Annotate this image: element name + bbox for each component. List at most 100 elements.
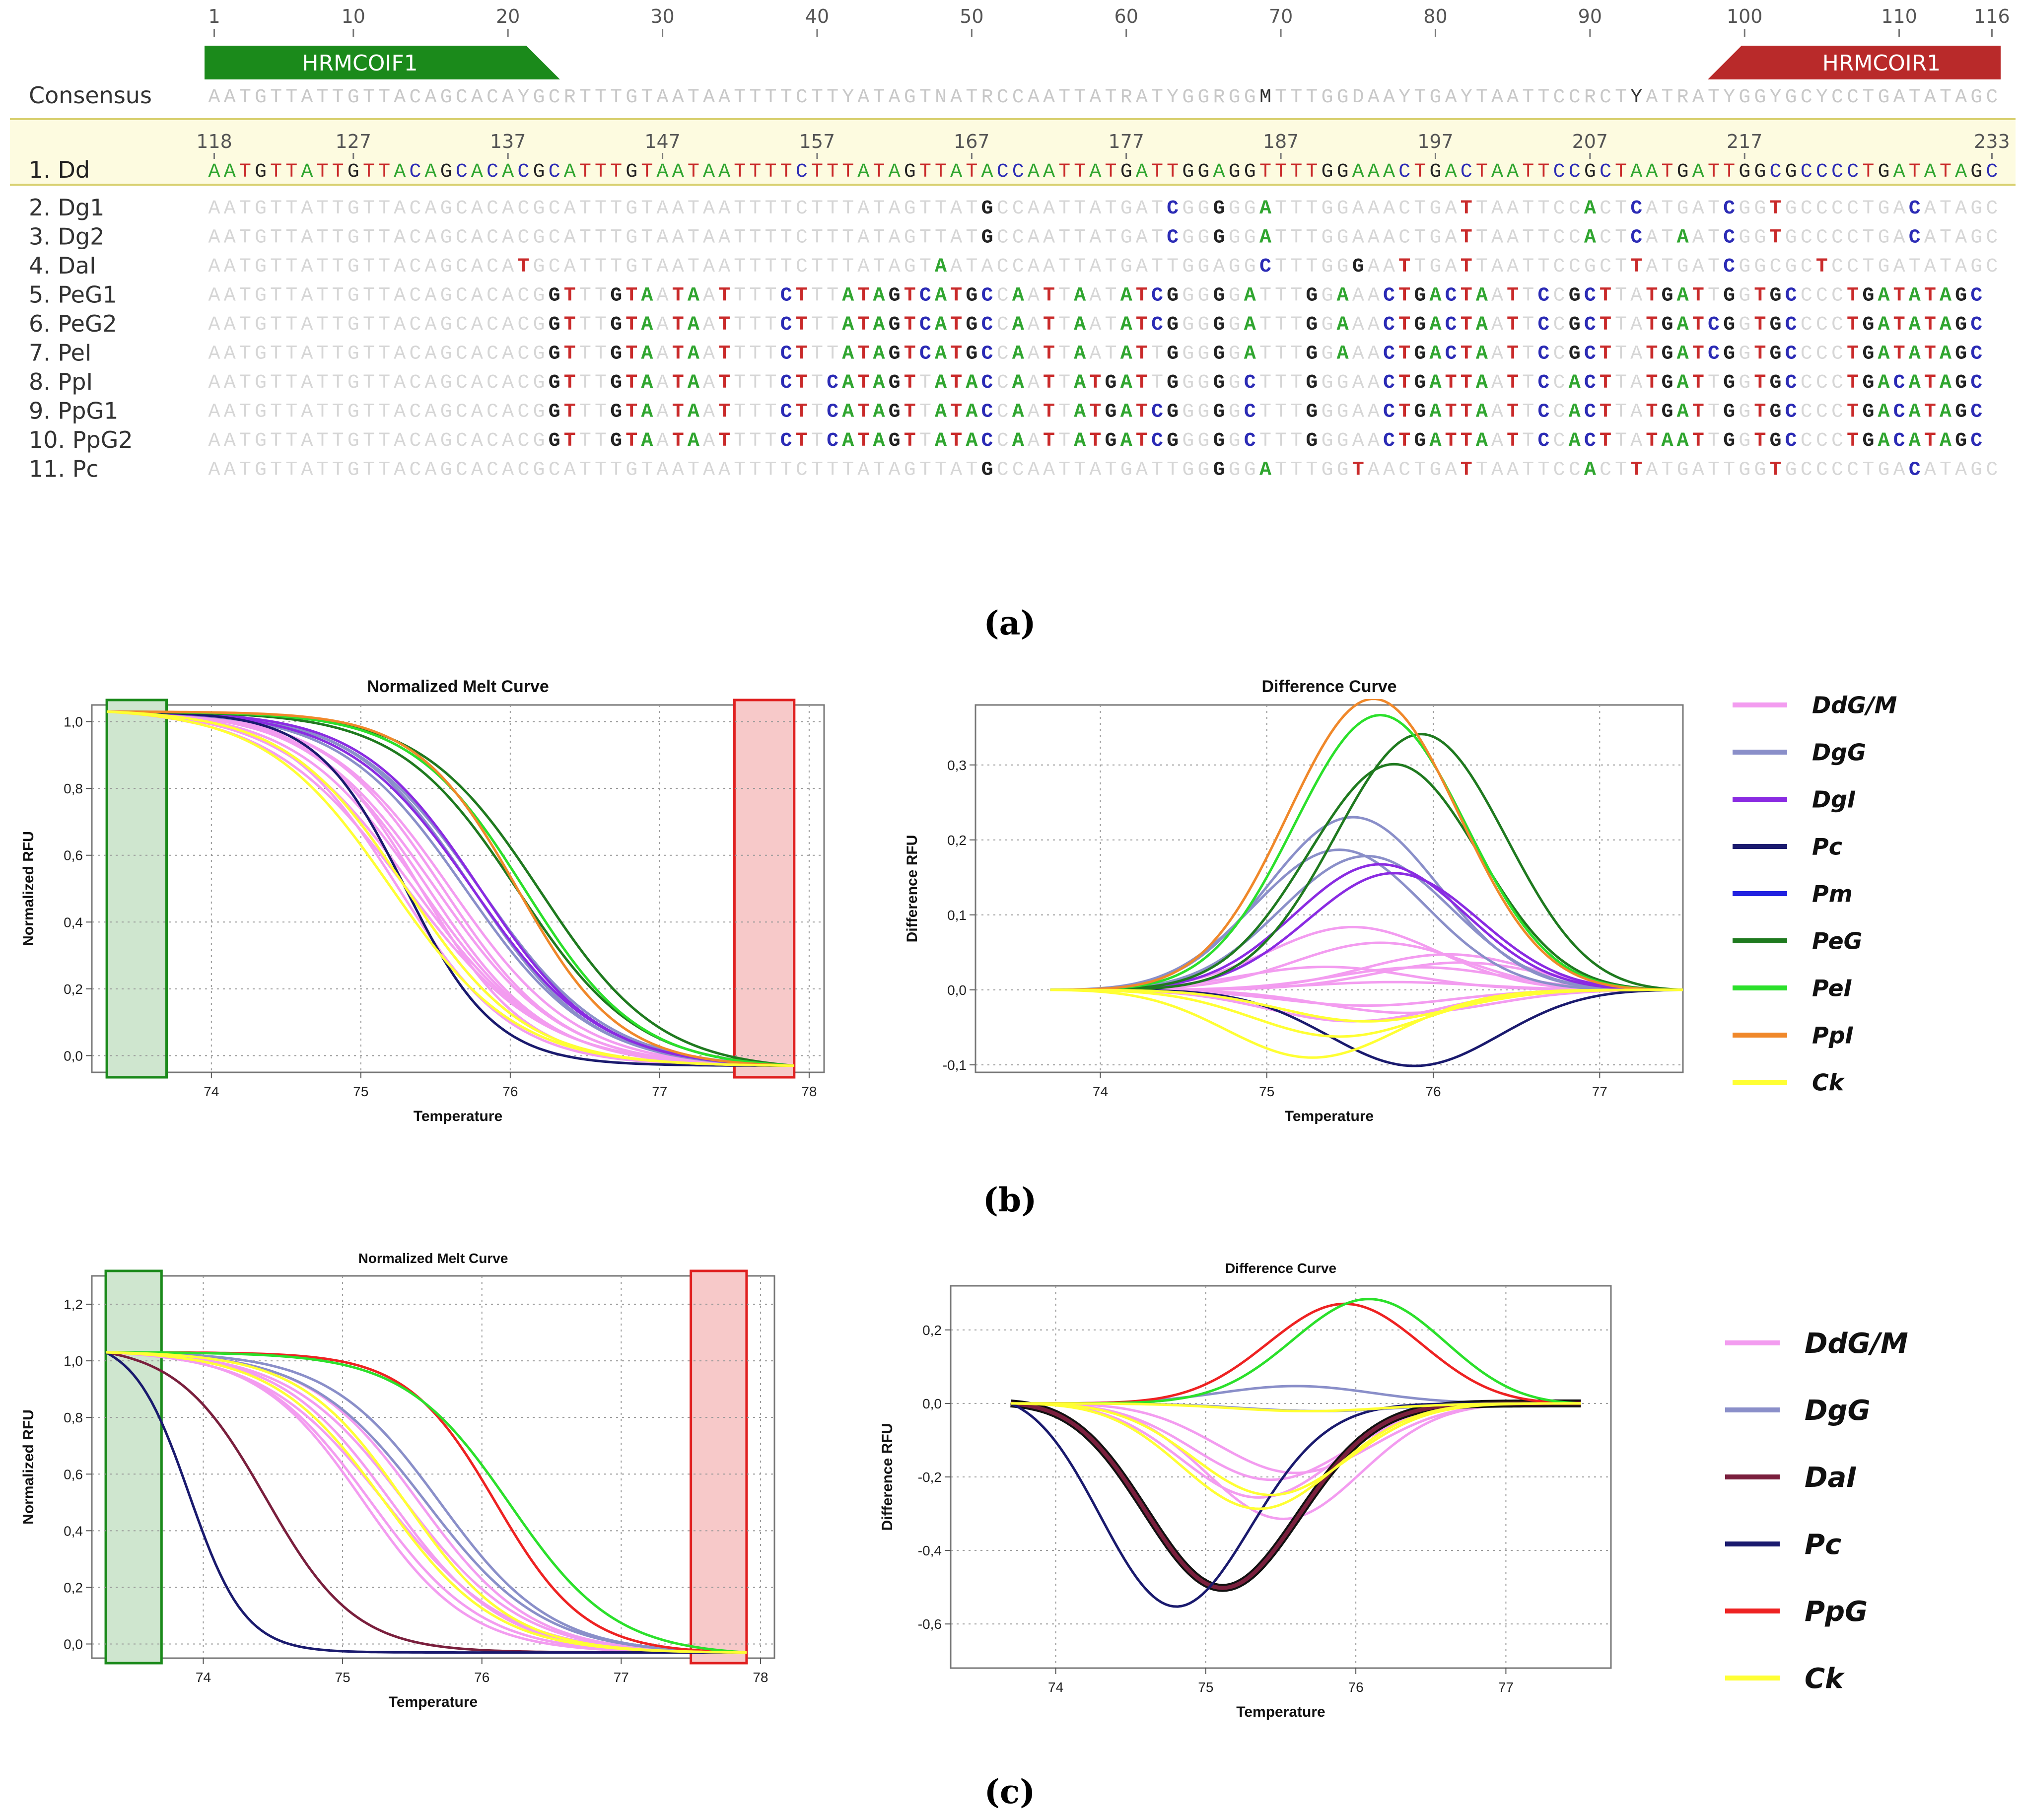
- base: A: [1584, 198, 1596, 220]
- ref-ruler-label: 197: [1417, 131, 1454, 152]
- base: C: [780, 372, 792, 394]
- base: A: [950, 198, 962, 220]
- base: T: [1909, 161, 1921, 183]
- base: A: [1368, 430, 1380, 452]
- chart-title: Difference Curve: [1225, 1260, 1336, 1276]
- base: T: [1414, 459, 1426, 482]
- base: A: [1352, 227, 1364, 249]
- base: T: [363, 256, 375, 278]
- base: T: [1662, 459, 1673, 482]
- base: T: [919, 401, 931, 423]
- base: T: [1259, 285, 1271, 307]
- base: G: [1120, 256, 1132, 278]
- base: C: [1537, 314, 1549, 336]
- base: T: [1259, 401, 1271, 423]
- base: T: [1522, 285, 1534, 307]
- base: T: [1151, 161, 1163, 183]
- base: A: [301, 227, 313, 249]
- base: T: [1847, 401, 1859, 423]
- base: A: [471, 401, 483, 423]
- base: G: [1182, 372, 1194, 394]
- base: T: [610, 161, 622, 183]
- base: A: [873, 285, 885, 307]
- legend-label: Ck: [1805, 1663, 1845, 1695]
- reference-ruler: 118 127 137 147 157 167 177 187 197 207 217 233: [196, 131, 2010, 159]
- alignment-row: 9. PpG1 A A T G T T A T T G T T A C A G C A C A C G G T T T G T A A T A A…: [29, 398, 1982, 424]
- base: C: [549, 198, 560, 220]
- base: T: [1089, 401, 1101, 423]
- base: C: [1012, 459, 1024, 482]
- base: A: [224, 198, 236, 220]
- base: T: [1692, 430, 1704, 452]
- base: C: [517, 161, 529, 183]
- legend-item: Pm: [1733, 881, 1853, 908]
- legend-item: DdG/M: [1725, 1328, 1908, 1360]
- base: A: [657, 161, 669, 183]
- base: G: [1197, 430, 1209, 452]
- base: A: [718, 459, 730, 482]
- base: T: [1136, 372, 1148, 394]
- base: T: [1522, 198, 1534, 220]
- base: A: [1136, 459, 1148, 482]
- base: C: [1831, 459, 1843, 482]
- series-line-ppi: [107, 710, 794, 1067]
- base: A: [1028, 343, 1040, 365]
- base: G: [1321, 372, 1333, 394]
- alignment-panel: 1 10 20 30 40 50 60 70 80 90 100 110 116 HRMCOIF1 HR…: [10, 5, 2016, 483]
- base: A: [1491, 430, 1503, 452]
- base: A: [471, 343, 483, 365]
- base: T: [1275, 161, 1287, 183]
- base: A: [471, 314, 483, 336]
- base: C: [1553, 198, 1565, 220]
- base: T: [842, 198, 854, 220]
- base: A: [471, 86, 483, 109]
- x-tick-label: 75: [335, 1670, 350, 1685]
- base: C: [1012, 86, 1024, 109]
- base: A: [224, 430, 236, 452]
- base: T: [270, 285, 282, 307]
- base: T: [332, 430, 344, 452]
- base: C: [409, 401, 421, 423]
- base: T: [270, 198, 282, 220]
- legend-item: Pc: [1725, 1529, 1841, 1561]
- base: A: [471, 256, 483, 278]
- base: A: [1677, 285, 1689, 307]
- base: T: [1754, 343, 1766, 365]
- base: A: [1043, 86, 1055, 109]
- base: T: [1646, 343, 1658, 365]
- base: G: [348, 343, 359, 365]
- base: A: [1955, 198, 1967, 220]
- base: G: [1584, 256, 1596, 278]
- base: T: [317, 314, 329, 336]
- row-label: 2. Dg1: [29, 194, 104, 221]
- base: C: [997, 198, 1009, 220]
- base: T: [1105, 161, 1117, 183]
- base: T: [1615, 430, 1627, 452]
- base: T: [857, 314, 869, 336]
- base: T: [332, 343, 344, 365]
- base: A: [209, 161, 220, 183]
- base: T: [332, 198, 344, 220]
- base: G: [889, 372, 901, 394]
- base: T: [1275, 372, 1287, 394]
- base: T: [1043, 314, 1055, 336]
- base: T: [1136, 401, 1148, 423]
- base: T: [1136, 285, 1148, 307]
- base: G: [1414, 401, 1426, 423]
- base: A: [857, 198, 869, 220]
- base: T: [873, 161, 885, 183]
- base: G: [255, 161, 267, 183]
- base: C: [1259, 256, 1271, 278]
- base: T: [239, 227, 251, 249]
- base: T: [1646, 285, 1658, 307]
- base: T: [672, 285, 684, 307]
- base: A: [1878, 343, 1889, 365]
- base: C: [1847, 459, 1859, 482]
- base: A: [502, 198, 514, 220]
- base: T: [749, 285, 761, 307]
- ruler-label: 40: [805, 5, 829, 27]
- base: T: [363, 343, 375, 365]
- base: T: [332, 161, 344, 183]
- base: G: [1182, 401, 1194, 423]
